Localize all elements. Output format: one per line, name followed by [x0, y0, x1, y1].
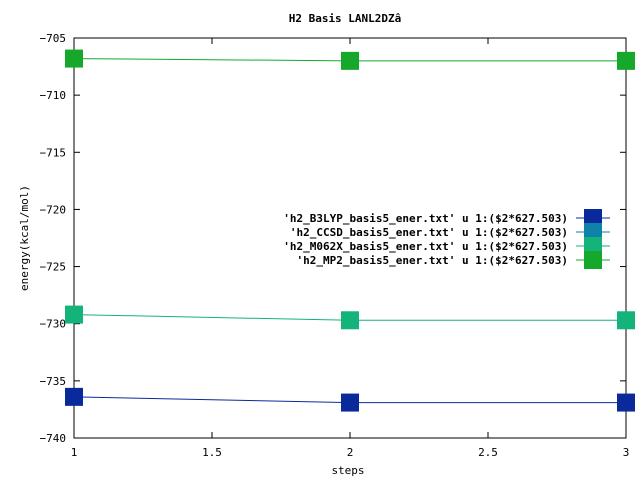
y-tick-label: −715 [40, 146, 67, 159]
data-point [341, 393, 359, 412]
series-0 [65, 387, 635, 412]
x-tick-label: 1 [71, 446, 78, 459]
data-point [65, 49, 83, 68]
y-tick-label: −710 [40, 89, 67, 102]
x-tick-label: 2.5 [478, 446, 498, 459]
x-axis-label: steps [331, 464, 364, 477]
y-tick-label: −725 [40, 261, 67, 274]
y-tick-label: −730 [40, 318, 67, 331]
y-tick-label: −705 [40, 32, 67, 45]
data-point [341, 51, 359, 70]
x-tick-label: 3 [623, 446, 630, 459]
x-axis: 1 1.5 2 2.5 3 [71, 38, 630, 459]
legend-label: 'h2_CCSD_basis5_ener.txt' u 1:($2*627.50… [290, 226, 568, 239]
series-layer [65, 49, 635, 412]
x-tick-label: 1.5 [202, 446, 222, 459]
y-tick-label: −740 [40, 432, 67, 445]
data-point [617, 393, 635, 412]
data-point [341, 311, 359, 330]
legend: 'h2_B3LYP_basis5_ener.txt' u 1:($2*627.5… [283, 209, 610, 269]
y-tick-label: −720 [40, 203, 67, 216]
chart-title: H2 Basis LANL2DZâ [289, 12, 402, 25]
legend-label: 'h2_M062X_basis5_ener.txt' u 1:($2*627.5… [283, 240, 568, 253]
data-point [617, 311, 635, 330]
legend-marker [584, 209, 602, 227]
legend-marker [584, 237, 602, 255]
y-axis-label: energy(kcal/mol) [18, 185, 31, 291]
data-point [617, 51, 635, 70]
legend-label: 'h2_MP2_basis5_ener.txt' u 1:($2*627.503… [296, 254, 568, 267]
series-2 [65, 305, 635, 330]
legend-marker [584, 223, 602, 241]
data-point [65, 387, 83, 406]
legend-label: 'h2_B3LYP_basis5_ener.txt' u 1:($2*627.5… [283, 212, 568, 225]
data-point [65, 305, 83, 324]
series-3 [65, 49, 635, 70]
legend-marker [584, 251, 602, 269]
x-tick-label: 2 [347, 446, 354, 459]
y-axis: −740 −735 −730 −725 −720 −715 −710 −705 [40, 32, 626, 445]
y-tick-label: −735 [40, 375, 67, 388]
